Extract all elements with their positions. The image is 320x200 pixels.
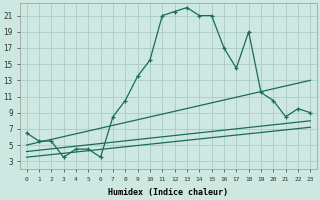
X-axis label: Humidex (Indice chaleur): Humidex (Indice chaleur) bbox=[108, 188, 228, 197]
